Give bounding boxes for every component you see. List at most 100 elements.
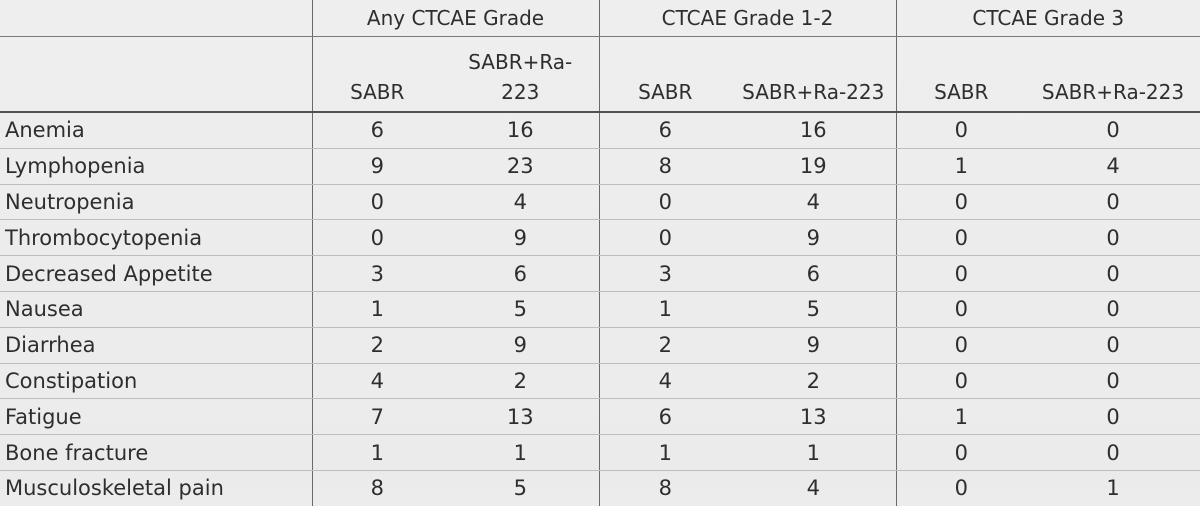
value-cell: 4 <box>598 363 731 400</box>
value-cell: 4 <box>311 363 442 400</box>
value-cell: 0 <box>1026 219 1200 257</box>
corner-cell-lower <box>0 37 312 113</box>
value-cell: 6 <box>311 112 442 149</box>
row-label: Musculoskeletal pain <box>5 476 224 501</box>
value-cell: 1 <box>311 434 442 471</box>
table-row: Bone fracture 1 1 1 1 0 0 <box>0 434 1200 471</box>
row-label: Nausea <box>0 291 312 328</box>
value-cell: 4 <box>1026 148 1200 185</box>
table-body: Anemia 6 16 6 16 0 0 Lymphopenia 9 23 8 19 1 4 Neutrop… <box>0 112 1200 506</box>
value-cell: 0 <box>1026 327 1200 364</box>
value-cell: 7 <box>311 398 442 436</box>
col-header-g12-sabr: SABR <box>598 36 731 112</box>
group-header-any-grade: Any CTCAE Grade <box>311 0 599 37</box>
value-cell: 0 <box>895 327 1026 364</box>
value-cell: 8 <box>598 470 731 506</box>
value-cell: 4 <box>442 184 599 221</box>
value-cell: 16 <box>442 112 599 149</box>
value-cell: 23 <box>442 148 599 185</box>
col-header-any-sabr-ra223: SABR+Ra-223 <box>442 37 599 113</box>
value-cell: 1 <box>311 291 442 328</box>
row-label: Constipation <box>0 363 312 400</box>
col-header-g3-sabr-ra223: SABR+Ra-223 <box>1041 80 1185 104</box>
value-cell: 0 <box>895 291 1026 328</box>
value-cell: 6 <box>442 255 599 292</box>
value-cell: 0 <box>311 184 442 221</box>
value-cell: 0 <box>311 219 442 257</box>
col-header-any-sabr-ra223-text: SABR+Ra-223 <box>468 50 573 104</box>
value-cell: 6 <box>598 398 731 436</box>
value-cell: 0 <box>1026 255 1200 292</box>
value-cell: 5 <box>442 291 599 328</box>
value-cell: 0 <box>1026 184 1200 221</box>
value-cell: 0 <box>895 255 1026 292</box>
col-header-any-sabr: SABR <box>311 36 442 112</box>
table-row: Neutropenia 0 4 0 4 0 0 <box>0 184 1200 221</box>
value-cell: 1 <box>442 434 599 471</box>
row-label: Thrombocytopenia <box>0 219 312 257</box>
row-label: Lymphopenia <box>0 148 312 185</box>
value-cell: 1 <box>895 398 1026 436</box>
table-row: Lymphopenia 9 23 8 19 1 4 <box>0 148 1200 185</box>
row-label: Bone fracture <box>0 434 312 471</box>
col-header-g3-sabr: SABR <box>895 36 1026 112</box>
value-cell: 2 <box>731 363 896 400</box>
value-cell: 0 <box>895 363 1026 400</box>
table-row: Fatigue 7 13 6 13 1 0 <box>0 398 1200 436</box>
col-header-g12-sabr-ra223: SABR+Ra-223 <box>742 80 885 104</box>
group-header-row: Any CTCAE Grade CTCAE Grade 1-2 CTCAE Gr… <box>0 0 1200 37</box>
value-cell: 9 <box>311 148 442 185</box>
value-cell: 6 <box>731 255 896 292</box>
table-row: Diarrhea 2 9 2 9 0 0 <box>0 327 1200 364</box>
table-row: Nausea 1 5 1 5 0 0 <box>0 291 1200 328</box>
value-cell: 2 <box>311 327 442 364</box>
value-cell: 19 <box>731 148 896 185</box>
value-cell: 0 <box>598 184 731 221</box>
value-cell: 0 <box>1026 398 1200 436</box>
value-cell: 8 <box>598 148 731 185</box>
corner-cell <box>0 0 312 37</box>
value-cell: 0 <box>895 434 1026 471</box>
value-cell: 2 <box>598 327 731 364</box>
arm-header-row: SABR SABR+Ra-223 SABR SABR+Ra-223 SABR S… <box>0 36 1200 113</box>
table-row: Musculoskeletal pain 8 5 8 4 0 1 <box>0 470 1200 506</box>
value-cell: 9 <box>442 219 599 257</box>
row-label: Fatigue <box>0 398 312 436</box>
value-cell: 3 <box>598 255 731 292</box>
value-cell: 0 <box>1026 291 1200 328</box>
value-cell: 4 <box>806 476 820 501</box>
value-cell: 8 <box>311 470 442 506</box>
row-label: Neutropenia <box>0 184 312 221</box>
value-cell: 9 <box>442 327 599 364</box>
value-cell: 0 <box>1026 363 1200 400</box>
value-cell: 1 <box>1106 476 1120 501</box>
value-cell: 9 <box>731 219 896 257</box>
table-row: Thrombocytopenia 0 9 0 9 0 0 <box>0 219 1200 257</box>
value-cell: 1 <box>895 148 1026 185</box>
value-cell: 4 <box>731 184 896 221</box>
value-cell: 5 <box>513 476 527 501</box>
value-cell: 0 <box>598 219 731 257</box>
value-cell: 1 <box>598 434 731 471</box>
row-label: Anemia <box>0 112 312 149</box>
row-label: Diarrhea <box>0 327 312 364</box>
value-cell: 6 <box>598 112 731 149</box>
value-cell: 5 <box>731 291 896 328</box>
value-cell: 16 <box>731 112 896 149</box>
value-cell: 0 <box>1026 434 1200 471</box>
group-header-grade-1-2: CTCAE Grade 1-2 <box>598 0 896 37</box>
value-cell: 9 <box>731 327 896 364</box>
value-cell: 0 <box>895 112 1026 149</box>
group-header-grade-3: CTCAE Grade 3 <box>895 0 1200 37</box>
value-cell: 0 <box>895 470 1026 506</box>
row-label: Decreased Appetite <box>0 255 312 292</box>
table-row: Decreased Appetite 3 6 3 6 0 0 <box>0 255 1200 292</box>
value-cell: 1 <box>598 291 731 328</box>
value-cell: 2 <box>442 363 599 400</box>
table-row: Anemia 6 16 6 16 0 0 <box>0 112 1200 149</box>
value-cell: 0 <box>895 184 1026 221</box>
value-cell: 0 <box>895 219 1026 257</box>
value-cell: 13 <box>442 398 599 436</box>
